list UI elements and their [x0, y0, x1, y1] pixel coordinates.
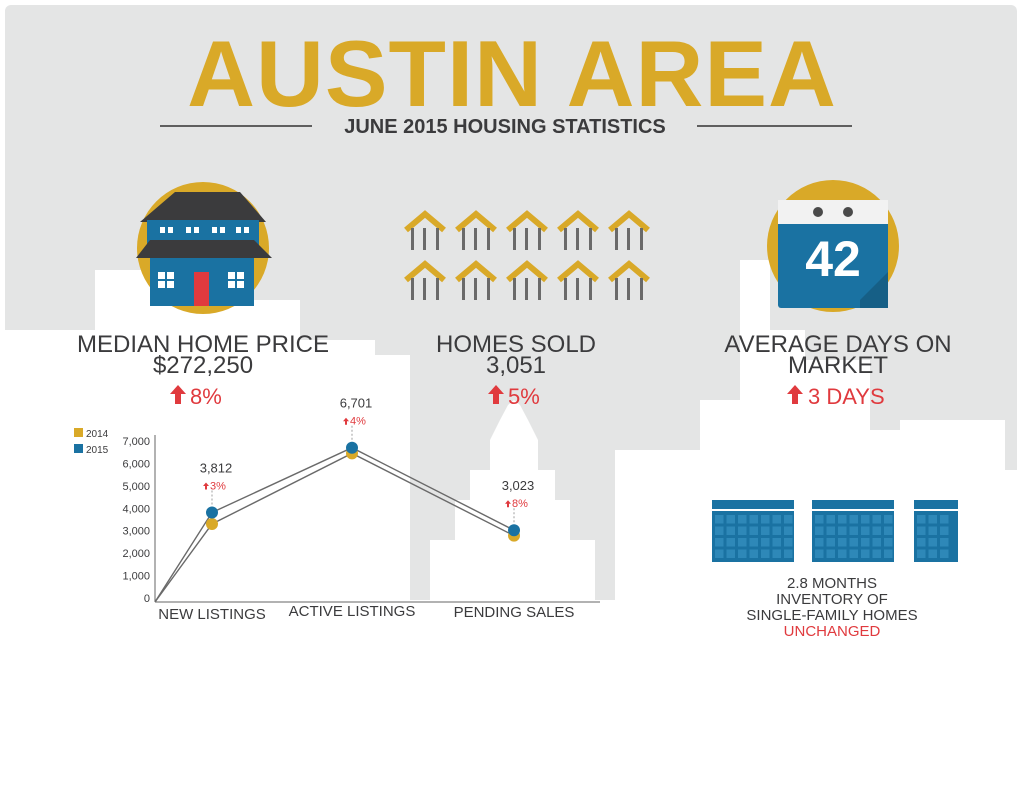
days-on-market-label-line1: AVERAGE DAYS ON [724, 331, 951, 358]
series-line-2014 [154, 452, 515, 603]
legend-swatch-2014 [74, 428, 83, 437]
inventory-status: UNCHANGED [784, 623, 881, 640]
data-value-label: 3,812 [200, 461, 233, 476]
homes-sold-value: 3,051 [486, 352, 546, 379]
data-point-2014 [206, 517, 218, 530]
mini-house-icon [506, 260, 548, 300]
data-point-2015 [346, 441, 358, 454]
house-icon [136, 182, 272, 314]
inventory-line3: SINGLE-FAMILY HOMES [746, 607, 917, 624]
mini-house-icon [557, 260, 599, 300]
calendar-icon [767, 180, 899, 312]
y-tick-label: 5,000 [122, 481, 150, 493]
median-price-value: $272,250 [153, 352, 253, 379]
listings-line-chart: 7,000 6,000 5,000 4,000 3,000 2,000 1,000 0 NEW … [74, 396, 600, 623]
mini-house-icon [455, 260, 497, 300]
median-price-up-arrow-icon [170, 385, 186, 404]
inventory-calendar-icon [712, 500, 794, 562]
x-category-label: PENDING SALES [454, 604, 575, 621]
legend-swatch-2015 [74, 444, 83, 453]
page-title: AUSTIN AREA [187, 21, 837, 126]
page-subtitle: JUNE 2015 HOUSING STATISTICS [344, 116, 666, 138]
x-category-label: ACTIVE LISTINGS [289, 603, 416, 620]
median-price-change: 8% [190, 384, 222, 409]
median-price-label: MEDIAN HOME PRICE [77, 331, 329, 358]
inventory-line1: 2.8 MONTHS [787, 575, 877, 592]
change-up-arrow-icon [343, 417, 349, 425]
change-up-arrow-icon [505, 500, 511, 508]
inventory-calendar-icon [914, 500, 958, 562]
data-value-label: 3,023 [502, 478, 535, 493]
data-point-2015 [508, 524, 520, 537]
change-up-arrow-icon [203, 482, 209, 490]
mini-house-icon [608, 260, 650, 300]
mini-house-icon [404, 210, 446, 250]
homes-sold-change: 5% [508, 384, 540, 409]
days-on-market-change: 3 DAYS [808, 384, 885, 409]
mini-house-icon [608, 210, 650, 250]
legend-label-2014: 2014 [86, 429, 109, 440]
data-point-2015 [206, 506, 218, 519]
y-tick-label: 6,000 [122, 458, 150, 470]
y-tick-label: 2,000 [122, 548, 150, 560]
x-category-label: NEW LISTINGS [158, 606, 266, 623]
data-value-label: 6,701 [340, 396, 373, 411]
homes-sold-up-arrow-icon [488, 385, 504, 404]
legend-label-2015: 2015 [86, 445, 109, 456]
calendar-grid-icon [712, 500, 958, 562]
y-tick-label: 1,000 [122, 571, 150, 583]
inventory-line2: INVENTORY OF [776, 591, 888, 608]
y-tick-label: 3,000 [122, 526, 150, 538]
mini-house-icon [506, 210, 548, 250]
series-line-2015 [154, 446, 515, 603]
y-tick-label: 4,000 [122, 503, 150, 515]
days-on-market-up-arrow-icon [787, 385, 803, 404]
data-change-label: 8% [512, 498, 528, 510]
inventory-calendar-icon [812, 500, 894, 562]
y-tick-label: 7,000 [122, 436, 150, 448]
homes-sold-label: HOMES SOLD [436, 331, 596, 358]
y-tick-label: 0 [144, 593, 150, 605]
data-change-label: 3% [210, 481, 226, 493]
data-change-label: 4% [350, 416, 366, 428]
mini-house-icon [404, 260, 446, 300]
mini-house-icon [557, 210, 599, 250]
houses-icon [404, 210, 650, 300]
mini-house-icon [455, 210, 497, 250]
days-on-market-label-line2: MARKET [788, 352, 888, 379]
days-on-market-number: 42 [805, 231, 861, 287]
